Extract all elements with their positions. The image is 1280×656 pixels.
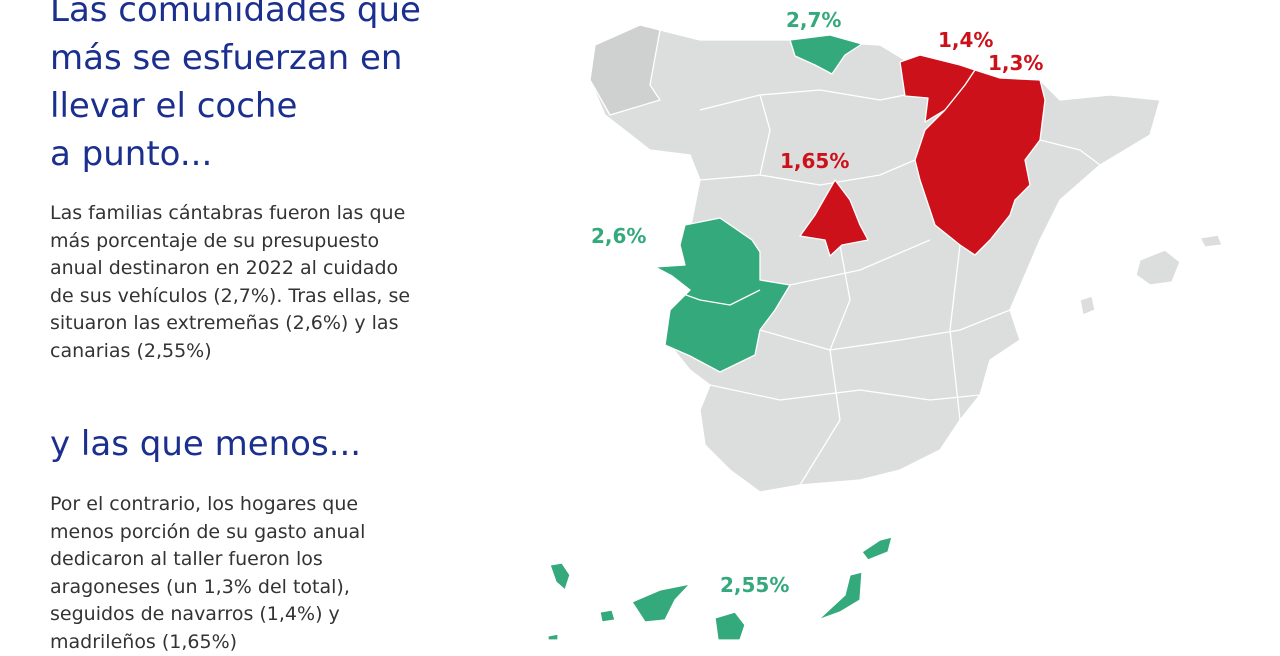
region-mainland xyxy=(590,25,1160,492)
island xyxy=(818,572,862,620)
island xyxy=(550,563,570,590)
island xyxy=(548,634,558,640)
island xyxy=(715,612,745,640)
label-aragon: 1,3% xyxy=(988,51,1043,75)
region-ibiza xyxy=(1080,296,1095,315)
island xyxy=(632,584,690,622)
region-baleares xyxy=(1136,250,1180,285)
region-menorca xyxy=(1200,235,1222,247)
label-cantabria: 2,7% xyxy=(786,8,841,32)
label-extremadura: 2,6% xyxy=(591,224,646,248)
label-navarra: 1,4% xyxy=(938,28,993,52)
island xyxy=(600,610,615,622)
label-canarias: 2,55% xyxy=(720,573,789,597)
island xyxy=(862,537,892,560)
spain-map: 2,7% 2,6% 2,55% 1,4% 1,3% 1,65% xyxy=(0,0,1280,640)
label-madrid: 1,65% xyxy=(780,149,849,173)
